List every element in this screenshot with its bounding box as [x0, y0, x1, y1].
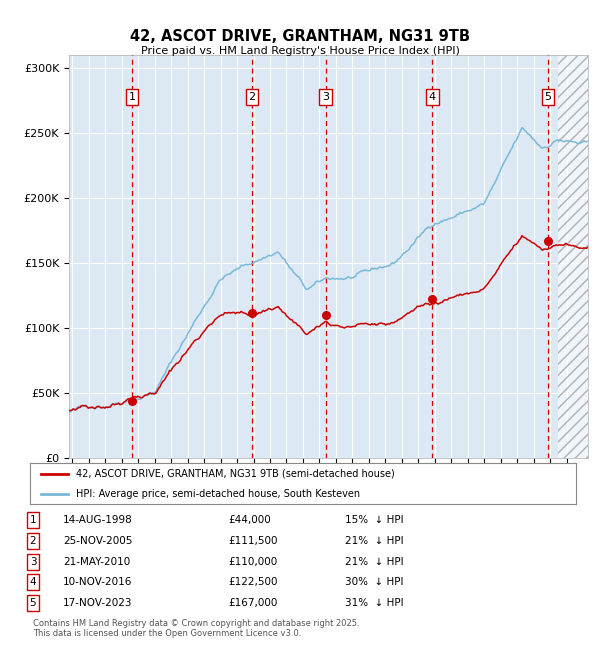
Text: 21-MAY-2010: 21-MAY-2010	[63, 556, 130, 567]
Text: 30%  ↓ HPI: 30% ↓ HPI	[345, 577, 404, 588]
Text: 21%  ↓ HPI: 21% ↓ HPI	[345, 556, 404, 567]
Text: 42, ASCOT DRIVE, GRANTHAM, NG31 9TB (semi-detached house): 42, ASCOT DRIVE, GRANTHAM, NG31 9TB (sem…	[76, 469, 395, 478]
Bar	[559, 55, 588, 458]
Text: Contains HM Land Registry data © Crown copyright and database right 2025.
This d: Contains HM Land Registry data © Crown c…	[33, 619, 359, 638]
Text: £110,000: £110,000	[228, 556, 277, 567]
Text: £44,000: £44,000	[228, 515, 271, 525]
Text: 4: 4	[29, 577, 37, 588]
Bar	[559, 55, 588, 458]
Text: 15%  ↓ HPI: 15% ↓ HPI	[345, 515, 404, 525]
Text: 1: 1	[29, 515, 37, 525]
Text: £111,500: £111,500	[228, 536, 277, 546]
Text: Price paid vs. HM Land Registry's House Price Index (HPI): Price paid vs. HM Land Registry's House …	[140, 46, 460, 55]
Text: £167,000: £167,000	[228, 598, 277, 608]
Text: 31%  ↓ HPI: 31% ↓ HPI	[345, 598, 404, 608]
Text: 5: 5	[544, 92, 551, 102]
Text: 14-AUG-1998: 14-AUG-1998	[63, 515, 133, 525]
Text: £122,500: £122,500	[228, 577, 277, 588]
Text: 42, ASCOT DRIVE, GRANTHAM, NG31 9TB: 42, ASCOT DRIVE, GRANTHAM, NG31 9TB	[130, 29, 470, 44]
Text: 21%  ↓ HPI: 21% ↓ HPI	[345, 536, 404, 546]
Text: 1: 1	[128, 92, 136, 102]
Text: HPI: Average price, semi-detached house, South Kesteven: HPI: Average price, semi-detached house,…	[76, 489, 361, 499]
Text: 10-NOV-2016: 10-NOV-2016	[63, 577, 133, 588]
Text: 2: 2	[248, 92, 256, 102]
Text: 3: 3	[322, 92, 329, 102]
Text: 25-NOV-2005: 25-NOV-2005	[63, 536, 133, 546]
Text: 5: 5	[29, 598, 37, 608]
Text: 17-NOV-2023: 17-NOV-2023	[63, 598, 133, 608]
Text: 3: 3	[29, 556, 37, 567]
Text: 4: 4	[429, 92, 436, 102]
Text: 2: 2	[29, 536, 37, 546]
